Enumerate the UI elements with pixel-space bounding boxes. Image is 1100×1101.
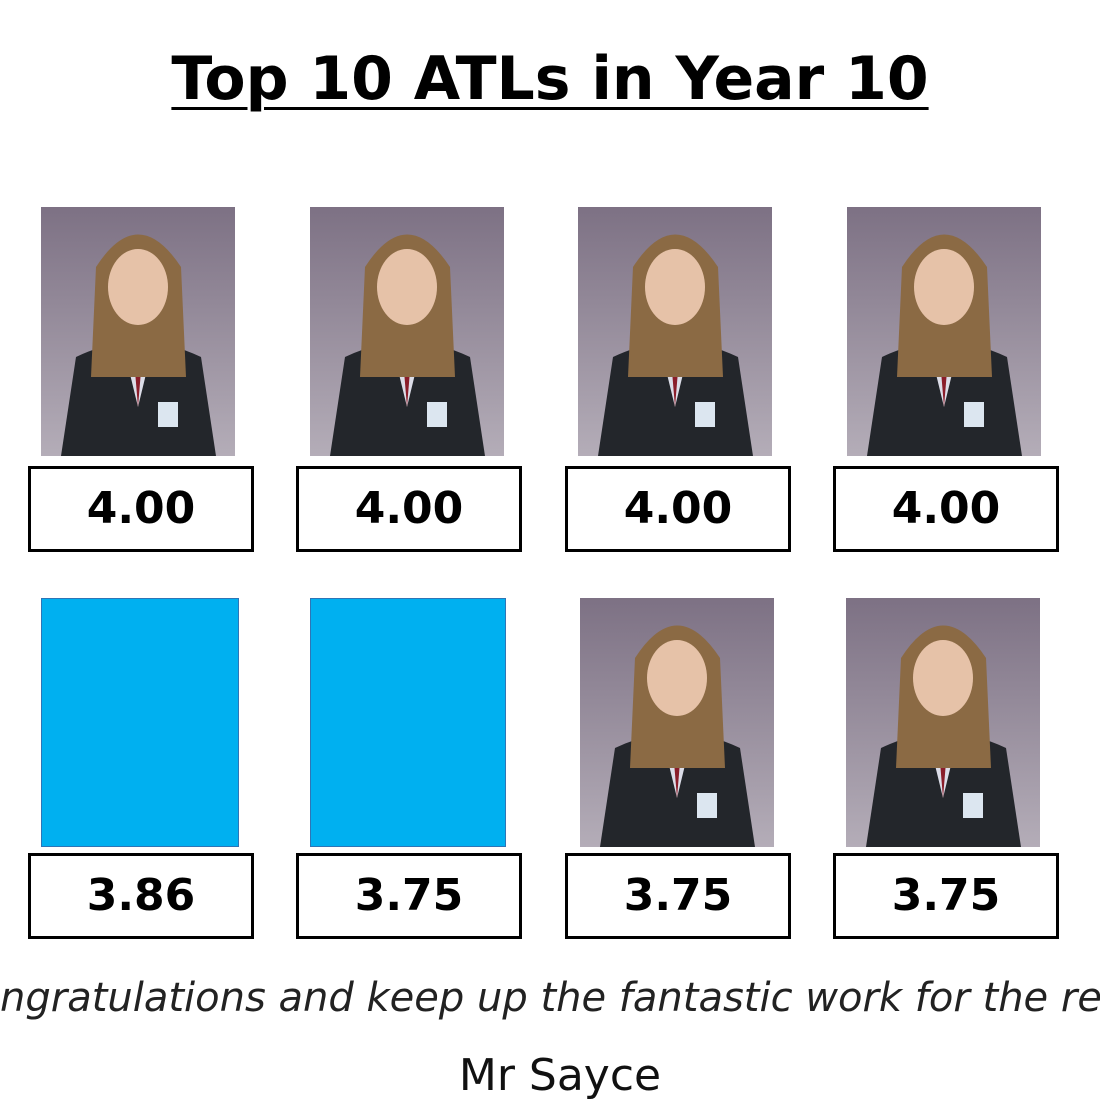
message: ngratulations and keep up the fantastic …	[0, 975, 1100, 1021]
score: 4.00	[565, 466, 791, 552]
score: 3.86	[28, 853, 254, 939]
score: 4.00	[28, 466, 254, 552]
photo-placeholder	[310, 598, 506, 847]
student-photo	[310, 207, 504, 456]
student-photo	[578, 207, 772, 456]
score: 3.75	[565, 853, 791, 939]
student-photo	[846, 598, 1040, 847]
student-photo	[41, 207, 235, 456]
score: 4.00	[833, 466, 1059, 552]
student-photo	[580, 598, 774, 847]
student-photo	[847, 207, 1041, 456]
score: 3.75	[296, 853, 522, 939]
photo-placeholder	[41, 598, 239, 847]
score: 3.75	[833, 853, 1059, 939]
title: Top 10 ATLs in Year 10	[171, 44, 929, 114]
signature: Mr Sayce	[458, 1050, 662, 1101]
score: 4.00	[296, 466, 522, 552]
